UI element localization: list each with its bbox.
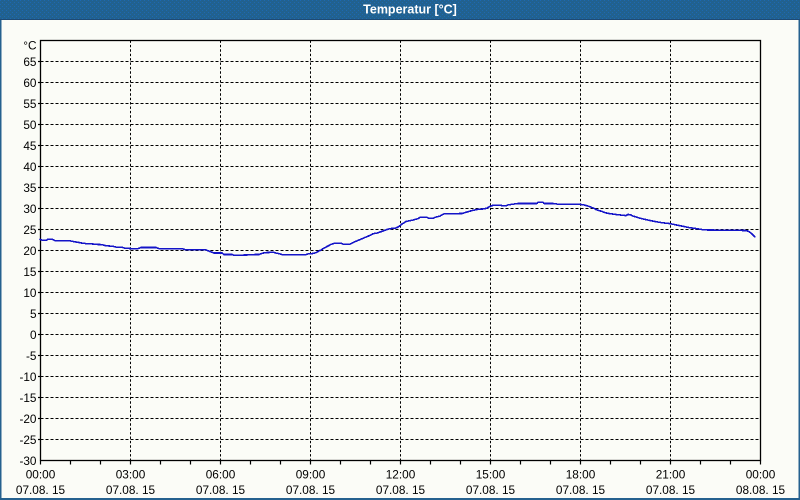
svg-text:-25: -25 [19,433,36,447]
svg-text:0: 0 [30,328,37,342]
svg-text:07.08. 15: 07.08. 15 [16,483,66,497]
svg-text:00:00: 00:00 [746,468,776,482]
svg-text:25: 25 [23,223,37,237]
svg-text:-20: -20 [19,412,36,426]
svg-text:45: 45 [23,139,37,153]
svg-text:12:00: 12:00 [386,468,416,482]
svg-text:15: 15 [23,265,37,279]
svg-text:30: 30 [23,202,37,216]
svg-text:-15: -15 [19,391,36,405]
svg-text:10: 10 [23,286,37,300]
svg-text:18:00: 18:00 [566,468,596,482]
svg-text:07.08. 15: 07.08. 15 [106,483,156,497]
svg-text:-10: -10 [19,370,36,384]
svg-text:°C: °C [23,39,37,53]
svg-text:55: 55 [23,97,37,111]
svg-text:40: 40 [23,160,37,174]
svg-text:07.08. 15: 07.08. 15 [286,483,336,497]
svg-text:15:00: 15:00 [476,468,506,482]
svg-text:50: 50 [23,118,37,132]
svg-text:07.08. 15: 07.08. 15 [466,483,516,497]
svg-text:06:00: 06:00 [206,468,236,482]
svg-text:20: 20 [23,244,37,258]
svg-text:07.08. 15: 07.08. 15 [556,483,606,497]
svg-text:09:00: 09:00 [296,468,326,482]
svg-text:00:00: 00:00 [26,468,56,482]
svg-text:21:00: 21:00 [656,468,686,482]
svg-text:60: 60 [23,76,37,90]
svg-text:07.08. 15: 07.08. 15 [646,483,696,497]
svg-text:07.08. 15: 07.08. 15 [376,483,426,497]
svg-text:07.08. 15: 07.08. 15 [196,483,246,497]
svg-text:Temperatur [°C]: Temperatur [°C] [363,3,457,17]
svg-text:08.08. 15: 08.08. 15 [736,483,786,497]
svg-text:5: 5 [30,307,37,321]
svg-text:-30: -30 [19,454,36,468]
svg-text:65: 65 [23,55,37,69]
svg-text:-5: -5 [26,349,37,363]
svg-text:03:00: 03:00 [116,468,146,482]
svg-text:35: 35 [23,181,37,195]
